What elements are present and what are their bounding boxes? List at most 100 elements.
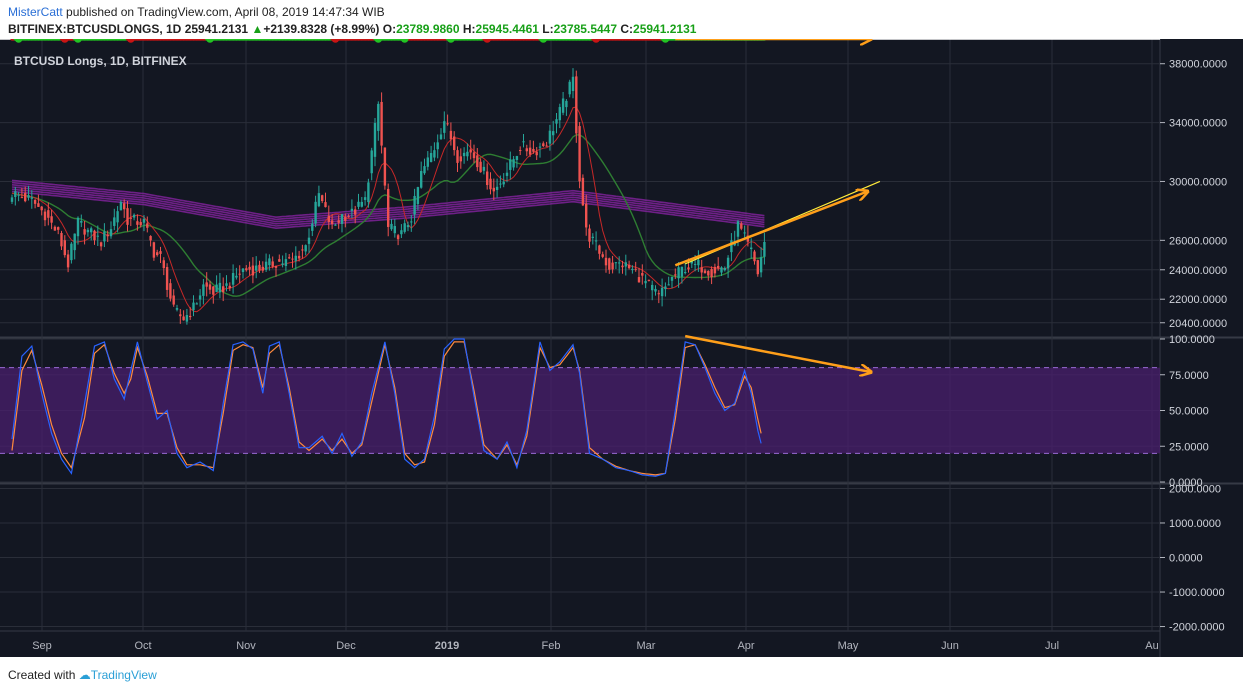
candle-body [575,76,578,134]
axes: Sep Oct Nov Dec 2019 Feb Mar Apr May Jun Jul Au 3800… [32,59,1227,652]
candle-body [192,302,195,311]
candle-body [152,242,156,258]
candle-body [525,148,528,152]
close-value: 25941.2131 [633,22,697,36]
macd-pane [0,39,1160,43]
candle-body [238,273,241,275]
macd-cross-dot [331,39,340,43]
y-tick-label: -1000.0000 [1169,587,1225,599]
author-name[interactable]: MisterCatt [8,5,63,19]
candle-body [149,236,152,241]
candle-body [710,269,713,278]
candle-body [83,229,86,235]
candle-body [654,288,657,292]
candle-body [482,166,486,171]
x-tick-label: May [838,640,859,652]
candle-body [24,193,27,202]
x-tick-label: Jul [1045,640,1059,652]
candle-body [139,222,142,226]
macd-cross-dot [127,39,135,43]
open-label: O: [382,22,397,36]
candle-body [601,254,604,257]
candle-body [278,259,281,262]
candle-body [631,268,634,271]
candle-body [73,233,76,251]
candle-body [258,264,261,271]
candle-body [604,257,608,266]
arrow-annotation [684,334,870,372]
candle-body [159,251,162,254]
created-with-text: Created with [8,668,76,682]
candle-body [568,81,571,95]
candle-body [66,254,70,268]
candle-body [344,216,347,221]
candle-body [383,147,387,186]
candle-body [53,226,57,231]
low-value: 23785.5447 [553,22,618,36]
candle-body [307,237,311,244]
x-tick-label: Jun [941,640,959,652]
chart-area[interactable]: BTCUSD Longs, 1D, BITFINEX Sep Oct Nov Dec 2… [0,39,1243,657]
candle-body [515,156,519,160]
candle-body [690,260,693,264]
tradingview-logo-icon[interactable]: ☁ [78,668,91,682]
tradingview-brand[interactable]: TradingView [90,668,157,682]
candle-body [347,216,350,218]
candle-body [449,130,453,140]
macd-cross-dot [539,39,548,43]
candle-body [486,171,489,186]
candle-body [370,150,373,174]
candle-body [453,136,456,151]
candle-body [674,274,677,276]
y-tick-label: 75.0000 [1169,370,1209,382]
candle-body [311,223,314,231]
candle-body [713,266,717,274]
candle-body [627,264,631,269]
stochastic-pane [0,334,1160,477]
candle-body [142,218,146,223]
y-tick-label: 0.0000 [1169,477,1203,489]
y-tick-label: 38000.0000 [1169,59,1227,71]
candle-body [555,119,558,124]
footer: Created with ☁TradingView [8,668,157,682]
candle-body [545,145,548,147]
candle-body [750,247,753,250]
candle-body [720,267,723,273]
candle-body [354,209,357,215]
high-value: 25945.4461 [475,22,539,36]
candle-body [212,286,215,295]
arrow-annotation [674,192,866,267]
candle-body [235,275,238,278]
stochastic-k-line [11,338,762,477]
candle-body [730,240,733,253]
y-tick-label: 100.0000 [1169,334,1215,346]
price-pane: BTCUSD Longs, 1D, BITFINEX [10,54,881,325]
y-tick-label: 25.0000 [1169,441,1209,453]
candle-body [106,234,109,237]
candle-body [30,197,33,199]
candle-body [327,215,330,223]
candle-body [693,263,697,265]
candle-body [294,255,297,261]
candle-body [740,223,743,229]
candle-body [116,211,119,223]
candle-body [132,214,136,218]
candle-body [670,276,674,281]
candle-body [195,303,198,305]
x-tick-label: Sep [32,640,52,652]
candle-body [14,191,17,197]
macd-cross-dot [374,39,383,43]
candle-body [426,157,429,167]
candle-body [548,130,552,144]
candle-body [198,295,202,300]
candle-body [585,203,588,228]
candle-body [297,255,301,259]
candle-body [651,284,654,291]
candle-body [743,232,746,234]
candle-body [542,143,545,147]
low-label: L: [542,22,554,36]
candle-body [231,273,235,285]
candle-body [50,216,53,223]
candle-body [146,223,149,228]
candle-body [509,159,512,170]
